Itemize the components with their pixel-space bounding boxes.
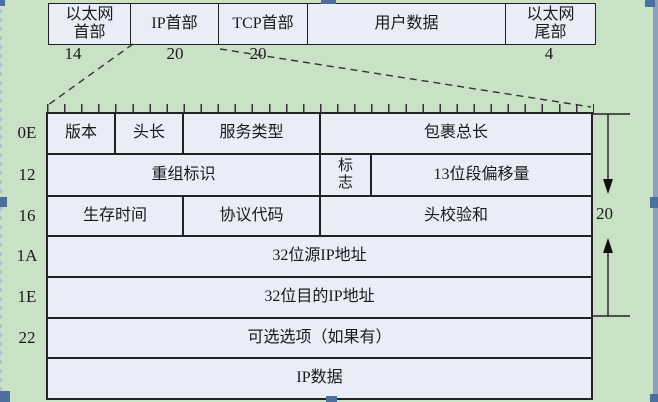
cell-total-length[interactable]: 包裹总长 xyxy=(320,113,592,154)
arrow-down-icon xyxy=(603,179,613,194)
segment-size-label-tcp-header: 20 xyxy=(249,44,267,63)
offset-label-22: 22 xyxy=(18,328,36,347)
frame-segment-ethernet-header[interactable]: 以太网 首部 xyxy=(49,4,131,44)
selection-handle-bottom-left[interactable] xyxy=(0,391,10,402)
cell-identification[interactable]: 重组标识 xyxy=(47,154,320,196)
selection-handle-top-right[interactable] xyxy=(645,0,655,7)
segment-size-label-ethernet-header: 14 xyxy=(64,44,82,63)
cell-header-checksum[interactable]: 头校验和 xyxy=(320,196,592,236)
selection-handle-top-left[interactable] xyxy=(0,0,5,6)
offset-label-16: 16 xyxy=(18,206,36,225)
frame-segment-user-data[interactable]: 用户数据 xyxy=(308,4,506,44)
selection-handle-bottom-center[interactable] xyxy=(326,396,337,402)
ethernet-frame-bar: 以太网 首部 IP首部 TCP首部 用户数据 以太网 尾部 xyxy=(48,3,596,45)
selection-handle-top-center[interactable] xyxy=(321,0,336,4)
segment-size-label-ip-header: 20 xyxy=(166,44,184,63)
offset-label-1e: 1E xyxy=(17,287,37,306)
dashed-connector-right xyxy=(219,48,592,108)
cell-version[interactable]: 版本 xyxy=(47,113,115,154)
segment-size-label-ethernet-trailer: 4 xyxy=(544,44,554,63)
offset-label-12: 12 xyxy=(18,165,36,184)
ip-header-table: 版本 头长 服务类型 包裹总长 重组标识 标 志 13位段偏移量 生存时间 协议… xyxy=(46,112,593,400)
frame-segment-ethernet-trailer[interactable]: 以太网 尾部 xyxy=(506,4,595,44)
selection-handle-bottom-right[interactable] xyxy=(650,394,658,402)
selection-handle-mid-left[interactable] xyxy=(0,197,7,207)
cell-flags[interactable]: 标 志 xyxy=(320,154,371,196)
cell-source-ip[interactable]: 32位源IP地址 xyxy=(47,236,592,277)
dashed-connector-left xyxy=(47,43,134,106)
arrow-up-icon xyxy=(603,238,613,253)
selection-handle-mid-right[interactable] xyxy=(650,197,658,208)
dimension-label-20-bytes: 20 xyxy=(596,204,613,223)
frame-segment-tcp-header[interactable]: TCP首部 xyxy=(219,4,308,44)
cell-ttl[interactable]: 生存时间 xyxy=(47,196,183,236)
cell-dest-ip[interactable]: 32位目的IP地址 xyxy=(47,277,592,318)
cell-protocol[interactable]: 协议代码 xyxy=(183,196,320,236)
offset-label-1a: 1A xyxy=(16,246,38,265)
cell-fragment-offset[interactable]: 13位段偏移量 xyxy=(371,154,592,196)
cell-service-type[interactable]: 服务类型 xyxy=(183,113,320,154)
cell-ip-data[interactable]: IP数据 xyxy=(47,358,592,399)
frame-segment-ip-header[interactable]: IP首部 xyxy=(131,4,219,44)
offset-label-0e: 0E xyxy=(17,123,37,142)
bit-ruler-ticks xyxy=(47,104,594,113)
cell-header-length[interactable]: 头长 xyxy=(115,113,183,154)
cell-options[interactable]: 可选选项（如果有） xyxy=(47,318,592,358)
